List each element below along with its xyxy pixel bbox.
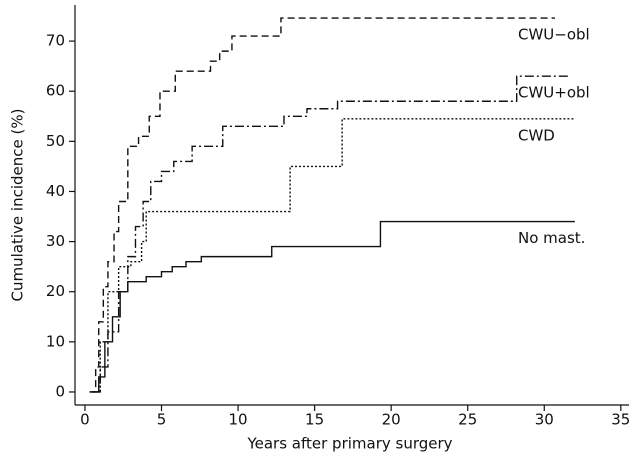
x-tick-label: 15	[305, 411, 324, 429]
y-tick-label: 50	[46, 132, 65, 150]
y-tick-label: 40	[46, 182, 65, 200]
x-tick-label: 35	[611, 411, 630, 429]
series-line	[92, 75, 571, 393]
y-tick-label: 0	[55, 382, 65, 400]
x-tick-label: 5	[157, 411, 167, 429]
x-tick-label: 10	[229, 411, 248, 429]
series-line	[92, 118, 575, 393]
y-axis-title: Cumulative incidence (%)	[9, 109, 27, 302]
y-tick-label: 10	[46, 332, 65, 350]
series-label: No mast.	[518, 229, 585, 247]
x-tick-label: 30	[535, 411, 554, 429]
series-label: CWU−obl	[518, 26, 590, 44]
x-tick-label: 20	[382, 411, 401, 429]
series-label: CWD	[518, 126, 555, 144]
series-line	[89, 17, 555, 393]
series-label: CWU+obl	[518, 84, 590, 102]
y-tick-label: 60	[46, 82, 65, 100]
x-tick-label: 0	[80, 411, 90, 429]
y-tick-label: 30	[46, 232, 65, 250]
x-tick-label: 25	[458, 411, 477, 429]
series-line	[89, 220, 575, 393]
y-tick-label: 70	[46, 32, 65, 50]
x-axis-title: Years after primary surgery	[246, 435, 452, 453]
y-tick-label: 20	[46, 282, 65, 300]
